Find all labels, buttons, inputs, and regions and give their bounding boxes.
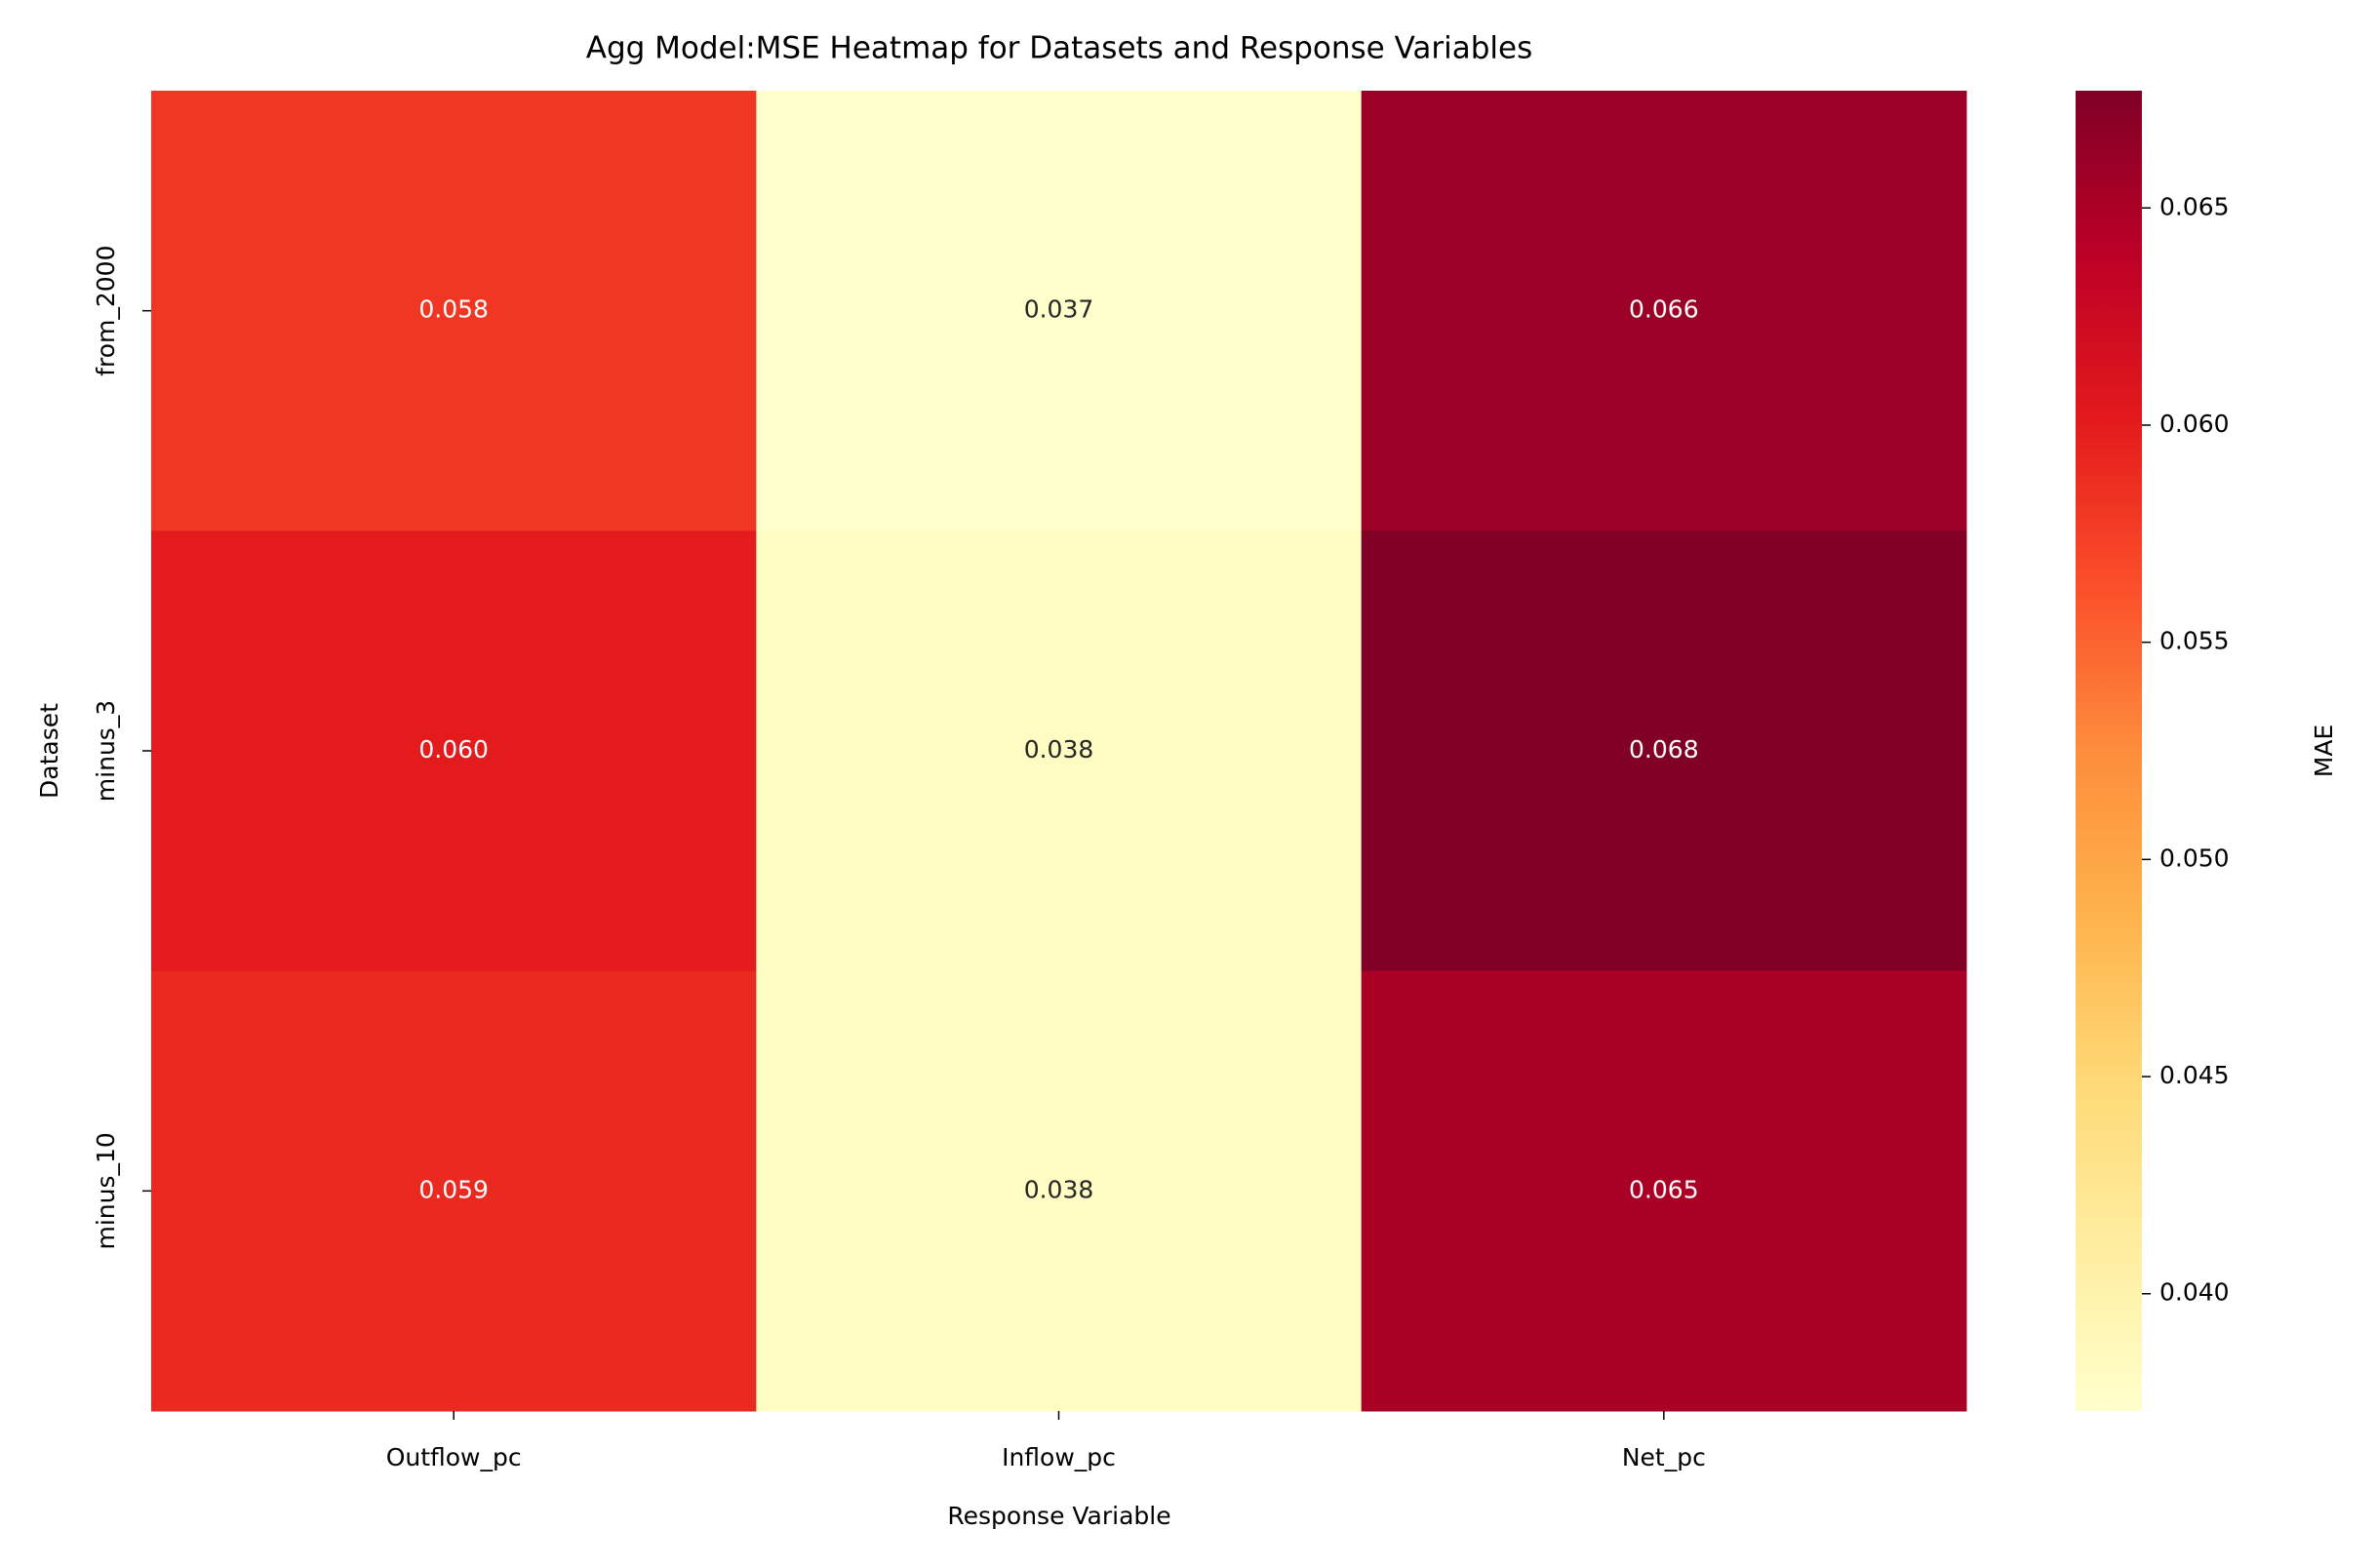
heatmap-cell (151, 530, 757, 972)
colorbar-tick-label: 0.055 (2159, 627, 2230, 655)
heatmap-cell (756, 970, 1363, 1412)
x-tick-label: Outflow_pc (386, 1443, 522, 1471)
heatmap-cell (151, 91, 757, 531)
cell-label: 0.037 (1024, 295, 1094, 324)
heatmap-cell (1361, 970, 1967, 1412)
colorbar-tick-label: 0.040 (2159, 1278, 2230, 1307)
colorbar-tick-label: 0.045 (2159, 1061, 2230, 1089)
x-tick-label: Inflow_pc (1002, 1443, 1116, 1471)
colorbar-tick-label: 0.050 (2159, 843, 2230, 872)
cell-label: 0.068 (1629, 735, 1699, 764)
chart-title: Agg Model:MSE Heatmap for Datasets and R… (586, 31, 1533, 66)
cell-label: 0.066 (1629, 295, 1699, 324)
colorbar-tick-label: 0.060 (2159, 410, 2230, 438)
colorbar (2076, 91, 2142, 1411)
cell-label: 0.038 (1024, 1175, 1094, 1203)
heatmap-cell (756, 91, 1363, 531)
y-tick-label: minus_10 (92, 1132, 120, 1249)
cell-label: 0.065 (1629, 1175, 1699, 1203)
cell-label: 0.058 (418, 295, 489, 324)
colorbar-tick-label: 0.065 (2159, 192, 2230, 220)
y-tick-label: minus_3 (92, 700, 120, 802)
heatmap-cell (1361, 530, 1967, 972)
cell-label: 0.038 (1024, 735, 1094, 764)
heatmap-cell (1361, 91, 1967, 531)
y-tick-label: from_2000 (92, 246, 120, 376)
x-tick-label: Net_pc (1622, 1443, 1706, 1471)
colorbar-label: MAE (2310, 725, 2338, 777)
heatmap-cell (756, 530, 1363, 972)
cell-label: 0.059 (418, 1175, 489, 1203)
y-axis-label: Dataset (35, 703, 63, 799)
cell-label: 0.060 (418, 735, 489, 764)
heatmap-cell (151, 970, 757, 1412)
x-axis-label: Response Variable (947, 1502, 1170, 1530)
